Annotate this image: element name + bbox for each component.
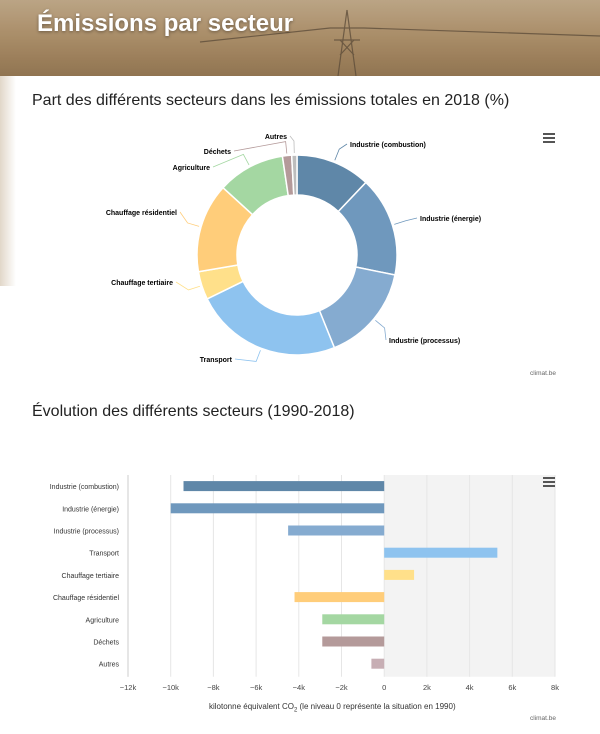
x-tick-label: −6k: [250, 683, 263, 692]
pie-connector-industrie-energie: [394, 217, 418, 225]
left-fade-decoration: [0, 76, 16, 286]
x-tick-label: 8k: [551, 683, 559, 692]
pie-connector-industrie-processus: [375, 319, 387, 341]
pie-label-industrie-combustion: Industrie (combustion): [350, 142, 426, 149]
category-label-dechets: Déchets: [93, 640, 119, 647]
header-banner: Émissions par secteur: [0, 0, 600, 76]
x-tick-label: −4k: [293, 683, 306, 692]
bar-dechets[interactable]: [322, 636, 385, 647]
bar-chart-x-axis-label: kilotonne équivalent CO2 (le niveau 0 re…: [209, 702, 456, 714]
category-label-chauffage-residentiel: Chauffage résidentiel: [53, 595, 119, 602]
x-tick-label: −12k: [120, 683, 137, 692]
pie-label-chauffage-residentiel: Chauffage résidentiel: [106, 210, 177, 217]
category-label-industrie-combustion: Industrie (combustion): [50, 484, 119, 491]
pie-connector-autres: [289, 135, 295, 154]
pie-label-chauffage-tertiaire: Chauffage tertiaire: [111, 280, 173, 287]
pie-label-dechets: Déchets: [204, 149, 231, 156]
pie-chart-menu-icon[interactable]: [543, 133, 555, 143]
pie-slice-autres[interactable]: [290, 154, 298, 196]
x-tick-label: 6k: [508, 683, 516, 692]
x-tick-label: −2k: [335, 683, 348, 692]
pie-label-agriculture: Agriculture: [173, 165, 210, 172]
bar-chauffage-tertiaire[interactable]: [384, 569, 415, 580]
pie-label-industrie-processus: Industrie (processus): [389, 338, 460, 345]
pie-connector-chauffage-tertiaire: [175, 281, 201, 291]
pie-chart-title: Part des différents secteurs dans les ém…: [32, 92, 510, 109]
pie-label-industrie-energie: Industrie (énergie): [420, 216, 481, 223]
banner-background-image: [0, 0, 600, 76]
page-title: Émissions par secteur: [37, 10, 294, 37]
bar-chart-menu-icon[interactable]: [543, 477, 555, 487]
category-label-industrie-energie: Industrie (énergie): [62, 506, 119, 513]
pie-connector-industrie-combustion: [334, 143, 348, 161]
bar-industrie-processus[interactable]: [288, 525, 385, 536]
category-label-chauffage-tertiaire: Chauffage tertiaire: [62, 573, 120, 580]
bar-industrie-combustion[interactable]: [183, 481, 385, 492]
bar-chart: −12k −10k −8k −6k −4k −2k 0 2k 4k 6k 8k Industrie (…: [50, 475, 559, 692]
bar-transport[interactable]: [384, 547, 498, 558]
x-tick-label: 2k: [423, 683, 431, 692]
x-tick-label: −10k: [162, 683, 179, 692]
pie-chart: Industrie (combustion) Industrie (énergie…: [106, 134, 481, 364]
category-label-autres: Autres: [99, 662, 120, 669]
x-tick-label: 0: [382, 683, 386, 692]
bar-industrie-energie[interactable]: [170, 503, 385, 514]
pie-connector-chauffage-residentiel: [179, 211, 200, 227]
pie-slice-industrie-processus[interactable]: [318, 266, 396, 349]
bar-chauffage-residentiel[interactable]: [294, 592, 385, 603]
pie-slice-transport[interactable]: [206, 280, 336, 356]
pie-label-transport: Transport: [200, 357, 233, 364]
bar-autres[interactable]: [371, 658, 385, 669]
pie-label-autres: Autres: [265, 134, 287, 141]
category-label-transport: Transport: [89, 551, 119, 558]
pie-connector-transport: [234, 350, 261, 362]
bar-agriculture[interactable]: [322, 614, 385, 625]
pie-connector-agriculture: [212, 153, 250, 168]
pie-connector-dechets: [233, 141, 288, 154]
x-tick-label: 4k: [466, 683, 474, 692]
pie-chart-credit: climat.be: [530, 370, 557, 377]
category-label-industrie-processus: Industrie (processus): [54, 529, 119, 536]
category-label-agriculture: Agriculture: [86, 617, 120, 624]
bar-chart-title: Évolution des différents secteurs (1990-…: [32, 403, 355, 420]
bar-chart-credit: climat.be: [530, 715, 557, 722]
x-tick-label: −8k: [207, 683, 220, 692]
